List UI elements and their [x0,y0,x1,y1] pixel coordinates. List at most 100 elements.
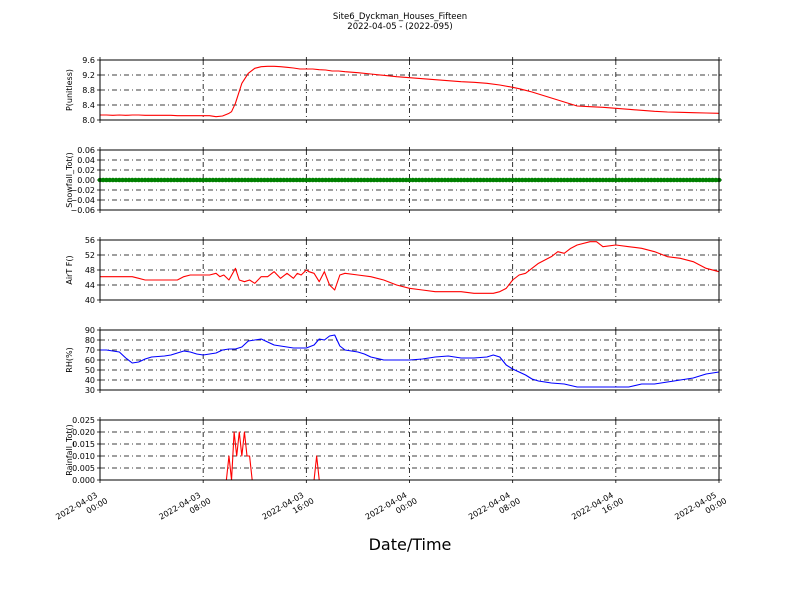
data-point [561,177,567,183]
data-point [233,177,238,183]
data-point [178,177,183,183]
y-axis-label: RH(%) [65,347,74,372]
data-point [549,177,554,183]
data-point [271,177,277,183]
data-point [690,177,696,183]
axes-frame [99,239,720,301]
data-point [220,177,225,183]
data-point [391,177,396,183]
data-point [652,177,657,183]
data-point [449,177,454,183]
grid [100,240,719,300]
y-tick-label: 0.00 [77,176,95,185]
data-point [703,177,709,183]
data-point [642,177,648,183]
data-point [384,177,390,183]
data-point [258,177,264,183]
data-point [455,177,461,183]
y-tick-label: −0.02 [70,186,95,195]
y-tick-label: 0.06 [77,146,95,155]
y-tick-label: 40 [85,296,95,305]
data-point [510,177,515,183]
data-point [478,177,483,183]
data-point [636,177,641,183]
data-point [284,177,290,183]
y-tick-label: 9.6 [82,56,95,65]
data-point [681,177,686,183]
data-point [462,177,467,183]
data-point [623,177,628,183]
y-tick-label: 50 [85,366,95,375]
y-tick-label: 40 [85,376,95,385]
data-point [420,177,425,183]
data-point [429,177,435,183]
data-point [610,177,615,183]
data-point [700,177,706,183]
data-point [597,177,603,183]
data-point [694,177,699,183]
axes-frame [99,149,720,211]
data-point [639,177,644,183]
y-tick-label: 52 [85,251,95,260]
data-point [113,177,119,183]
data-point [262,177,267,183]
figure-subtitle: 2022-04-05 - (2022-095) [347,22,452,32]
data-point [313,177,319,183]
data-point [423,177,428,183]
data-point [362,177,367,183]
y-tick-label: 60 [85,356,95,365]
data-point [555,177,561,183]
data-point [187,177,193,183]
data-point [465,177,470,183]
data-point [520,177,525,183]
data-point [491,177,496,183]
data-point [149,177,154,183]
data-point [539,177,544,183]
axes-frame [99,419,720,481]
data-point [407,177,412,183]
data-point [365,177,370,183]
y-tick-label: 0.02 [77,166,95,175]
data-point [452,177,457,183]
y-tick-label: 56 [85,236,95,245]
data-point [300,177,306,183]
data-point [394,177,399,183]
y-tick-label: 30 [85,386,95,395]
data-point [674,177,680,183]
data-point [648,177,654,183]
data-point [223,177,229,183]
y-tick-label: 8.4 [82,101,95,110]
data-point [600,177,606,183]
y-tick-label: 0.020 [72,428,95,437]
y-tick-label: 0.025 [72,416,95,425]
data-point [107,177,112,183]
series-line [100,65,720,118]
data-point [358,177,364,183]
data-point [191,177,196,183]
data-point [152,177,158,183]
data-point [607,177,612,183]
data-point [165,177,171,183]
data-point [320,177,325,183]
data-point [400,177,406,183]
data-point [532,177,538,183]
data-point [426,177,432,183]
y-tick-label: 48 [85,266,95,275]
data-point [355,177,361,183]
data-point [336,177,341,183]
data-point [710,177,715,183]
y-tick-label: 8.8 [82,86,95,95]
y-tick-label: −0.06 [70,206,95,215]
data-point [136,177,141,183]
data-point [678,177,683,183]
data-point [707,177,712,183]
data-point [687,177,693,183]
data-point [545,177,551,183]
data-point [616,177,622,183]
data-point [287,177,293,183]
